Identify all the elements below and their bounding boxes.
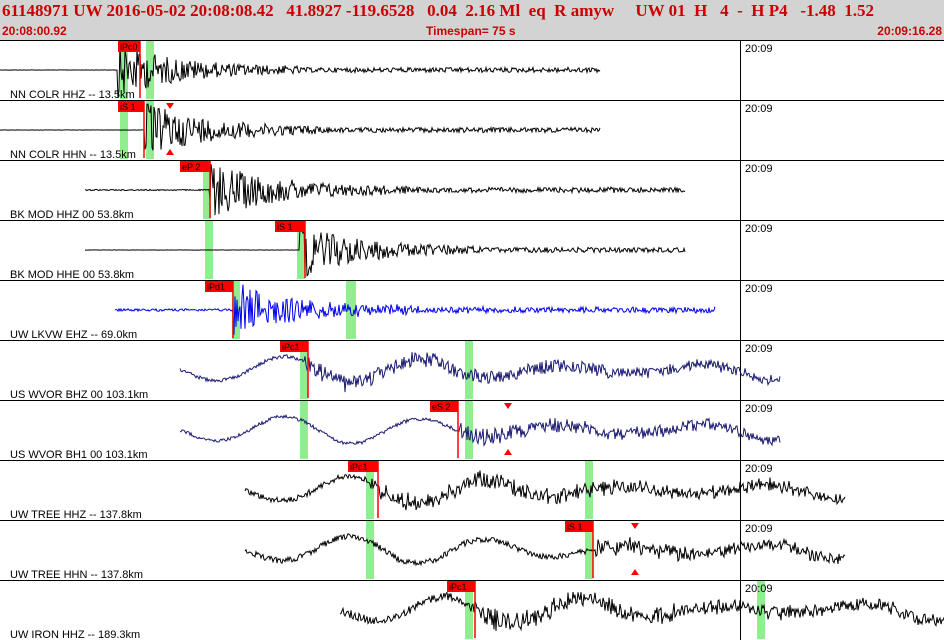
pick-band [120,41,128,99]
trace-panel[interactable]: iS 1 20:09 BK MOD HHE 00 53.8km [0,220,944,281]
triangle-down-icon [504,403,512,409]
channel-label: BK MOD HHE 00 53.8km [10,269,134,281]
pick-band [297,221,305,279]
time-marker-label: 20:09 [745,163,773,175]
pick-marker[interactable]: eS 2 [430,401,459,458]
triangle-up-icon [166,149,174,155]
time-marker-label: 20:09 [745,343,773,355]
pick-label-box [118,101,144,112]
pick-marker[interactable]: iPc1 [280,341,309,398]
trace-panel[interactable]: iS 1 20:09 UW TREE HHN -- 137.8km [0,520,944,581]
pick-band [146,41,154,99]
time-marker-label: 20:09 [745,463,773,475]
pick-label: eP 2 [182,162,200,172]
trace-panel[interactable]: iPc0 20:09 NN COLR HHZ -- 13.5km [0,40,944,101]
pick-marker[interactable]: iS 1 [118,101,145,158]
pick-band [146,101,154,159]
waveform-trace[interactable] [0,42,601,99]
pick-band [465,581,473,639]
channel-label: UW LKVW EHZ -- 69.0km [10,329,137,341]
pick-label: iPd1 [207,282,225,292]
trace-panel[interactable]: iPc1 20:09 UW IRON HHZ -- 189.3km [0,580,944,640]
seismogram-panels[interactable]: iPc0 20:09 NN COLR HHZ -- 13.5km iS 1 20:09 N… [0,40,944,640]
time-marker-label: 20:09 [745,43,773,55]
pick-marker[interactable]: iS 1 [275,221,306,278]
pick-band [300,341,308,399]
waveform-trace[interactable] [114,284,716,335]
pick-label-box [118,41,140,52]
trace-panel[interactable]: eS 2 20:09 US WVOR BH1 00 103.1km [0,400,944,461]
time-marker-label: 20:09 [745,223,773,235]
pick-label-box [275,221,305,232]
trace-panel[interactable]: iS 1 20:09 NN COLR HHN -- 13.5km [0,100,944,161]
pick-label-box [280,341,308,352]
pick-label-box [430,401,458,412]
pick-marker[interactable]: iPd1 [205,281,234,338]
channel-label: UW TREE HHN -- 137.8km [10,569,143,581]
pick-marker[interactable]: iPc1 [348,461,379,518]
waveform-trace[interactable] [339,591,944,632]
pick-band [346,281,356,339]
channel-label: NN COLR HHZ -- 13.5km [10,89,135,101]
waveform-trace[interactable] [244,470,846,511]
pick-label: iPc1 [449,582,467,592]
pick-label-box [205,281,233,292]
trace-panel[interactable]: iPd1 20:09 UW LKVW EHZ -- 69.0km [0,280,944,341]
waveform-trace[interactable] [0,103,601,151]
pick-label: iPc1 [282,342,300,352]
pick-label: iS 1 [120,102,136,112]
channel-label: UW IRON HHZ -- 189.3km [10,629,140,640]
triangle-up-icon [631,569,639,575]
time-marker-label: 20:09 [745,523,773,535]
trace-panel[interactable]: eP 2 20:09 BK MOD HHZ 00 53.8km [0,160,944,221]
pick-band [585,461,593,519]
channel-label: BK MOD HHZ 00 53.8km [10,209,133,221]
event-header: 61148971 UW 2016-05-02 20:08:08.42 41.89… [0,0,944,40]
time-marker-label: 20:09 [745,583,773,595]
pick-marker[interactable]: iPc1 [447,581,476,638]
time-marker-label: 20:09 [745,403,773,415]
pick-label-box [348,461,378,472]
pick-band [465,401,473,459]
channel-label: US WVOR BH1 00 103.1km [10,449,148,461]
pick-band [465,341,473,399]
triangle-down-icon [166,103,174,109]
pick-label: iPc1 [350,462,368,472]
pick-label-box [447,581,475,592]
pick-band [366,461,374,519]
waveform-trace[interactable] [244,533,846,567]
end-time-label: 20:09:16.28 [877,24,942,38]
channel-label: UW TREE HHZ -- 137.8km [10,509,142,521]
event-summary-line: 61148971 UW 2016-05-02 20:08:08.42 41.89… [2,1,875,20]
pick-band [300,401,308,459]
pick-label: iS 1 [277,222,293,232]
pick-marker[interactable]: iS 1 [565,521,594,578]
channel-label: NN COLR HHN -- 13.5km [10,149,136,161]
start-time-label: 20:08:00.92 [2,24,67,38]
pick-band [366,521,374,579]
waveform-trace[interactable] [84,164,686,216]
pick-label-box [565,521,593,532]
timespan-label: Timespan= 75 s [426,24,516,38]
pick-label: iS 1 [567,522,583,532]
waveform-trace[interactable] [85,221,686,277]
pick-marker[interactable]: iPc0 [118,41,141,98]
pick-label: eS 2 [432,402,451,412]
triangle-down-icon [631,523,639,529]
time-marker-label: 20:09 [745,103,773,115]
trace-panel[interactable]: iPc1 20:09 US WVOR BHZ 00 103.1km [0,340,944,401]
pick-marker[interactable]: eP 2 [180,161,211,218]
pick-band [232,281,240,339]
trace-panel[interactable]: iPc1 20:09 UW TREE HHZ -- 137.8km [0,460,944,521]
waveform-trace[interactable] [179,413,781,447]
triangle-up-icon [504,449,512,455]
channel-label: US WVOR BHZ 00 103.1km [10,389,148,401]
pick-label: iPc0 [120,42,138,52]
waveform-trace[interactable] [179,352,781,393]
time-marker-label: 20:09 [745,283,773,295]
pick-label-box [180,161,210,172]
